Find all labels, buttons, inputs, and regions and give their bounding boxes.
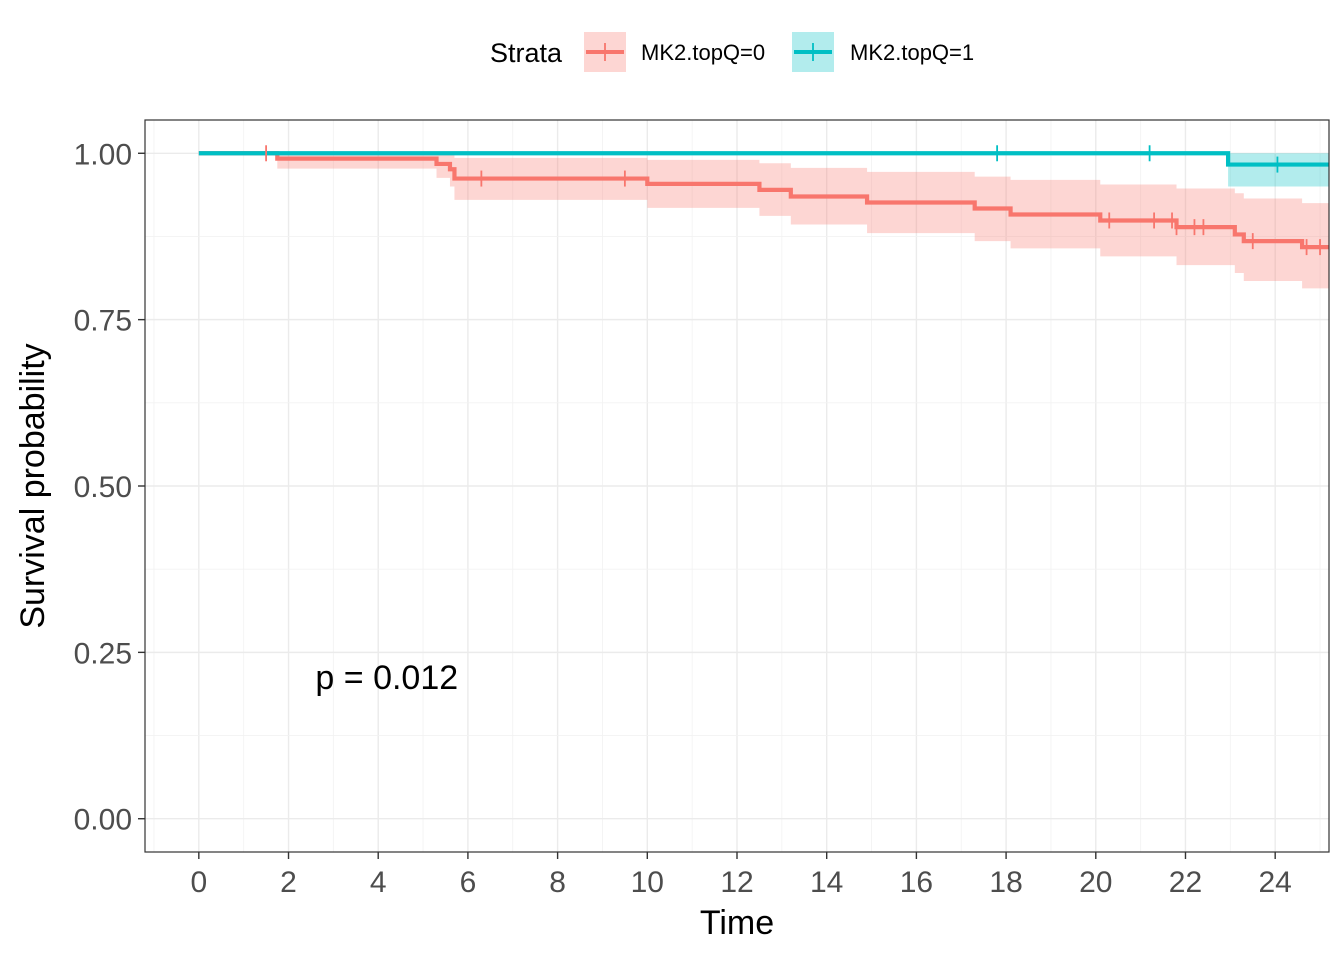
p-value-annotation: p = 0.012 xyxy=(315,659,458,697)
x-tick-label: 24 xyxy=(1258,866,1291,899)
y-axis-title: Survival probability xyxy=(14,343,52,628)
x-tick-label: 18 xyxy=(989,866,1022,899)
x-tick-label: 12 xyxy=(720,866,753,899)
x-axis: 0 2 4 6 8 10 12 14 16 18 20 22 24 xyxy=(190,852,1292,899)
x-tick-label: 14 xyxy=(810,866,843,899)
confidence-bands xyxy=(198,153,1330,289)
y-axis: 0.00 0.25 0.50 0.75 1.00 xyxy=(74,138,145,837)
y-tick-label: 0.00 xyxy=(74,804,132,837)
confidence-band-0 xyxy=(198,153,1330,289)
x-tick-label: 20 xyxy=(1079,866,1112,899)
x-tick-label: 0 xyxy=(190,866,207,899)
x-tick-label: 22 xyxy=(1169,866,1202,899)
legend-title: Strata xyxy=(490,38,563,68)
y-tick-label: 0.50 xyxy=(74,471,132,504)
survival-lines xyxy=(198,151,1329,250)
x-axis-title: Time xyxy=(700,904,774,942)
survival-line-1 xyxy=(198,151,1329,167)
censor-marks xyxy=(265,145,1321,256)
x-tick-label: 4 xyxy=(370,866,387,899)
legend-label-1: MK2.topQ=1 xyxy=(850,40,974,65)
x-tick-label: 6 xyxy=(460,866,477,899)
x-tick-label: 2 xyxy=(280,866,297,899)
legend-label-0: MK2.topQ=0 xyxy=(641,40,765,65)
x-tick-label: 16 xyxy=(900,866,933,899)
y-tick-label: 0.75 xyxy=(74,305,132,338)
y-tick-label: 0.25 xyxy=(74,637,132,670)
grid xyxy=(145,120,1329,852)
legend: Strata MK2.topQ=0 MK2.topQ=1 xyxy=(490,32,974,72)
x-tick-label: 10 xyxy=(631,866,664,899)
survival-line-0 xyxy=(198,151,1329,250)
y-tick-label: 1.00 xyxy=(74,138,132,171)
x-tick-label: 8 xyxy=(549,866,566,899)
